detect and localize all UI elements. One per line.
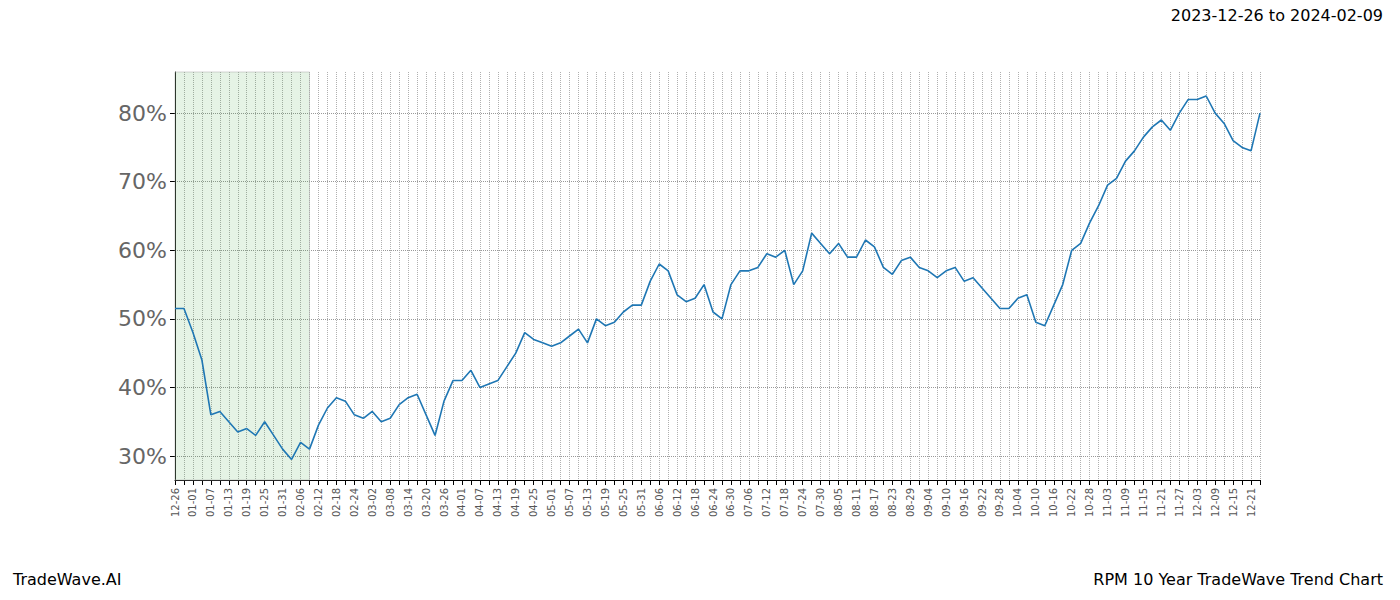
svg-text:30%: 30% <box>118 444 167 469</box>
svg-text:08-29: 08-29 <box>905 488 916 517</box>
svg-text:07-24: 07-24 <box>797 488 808 517</box>
svg-text:05-31: 05-31 <box>636 488 647 517</box>
svg-text:02-06: 02-06 <box>295 488 306 517</box>
svg-text:01-01: 01-01 <box>187 488 198 517</box>
svg-text:12-09: 12-09 <box>1210 488 1221 517</box>
svg-text:80%: 80% <box>118 101 167 126</box>
svg-text:12-21: 12-21 <box>1246 488 1257 517</box>
svg-text:60%: 60% <box>118 238 167 263</box>
svg-text:50%: 50% <box>118 306 167 331</box>
svg-text:02-12: 02-12 <box>313 488 324 517</box>
svg-text:12-15: 12-15 <box>1228 488 1239 517</box>
svg-text:05-13: 05-13 <box>582 488 593 517</box>
svg-text:07-06: 07-06 <box>743 488 754 517</box>
svg-text:11-27: 11-27 <box>1174 488 1185 517</box>
svg-text:05-07: 05-07 <box>564 488 575 517</box>
svg-text:09-04: 09-04 <box>923 488 934 517</box>
svg-text:2023-12-26 to 2024-02-09: 2023-12-26 to 2024-02-09 <box>1171 6 1383 25</box>
svg-text:RPM 10 Year TradeWave Trend Ch: RPM 10 Year TradeWave Trend Chart <box>1093 570 1383 589</box>
svg-text:03-02: 03-02 <box>367 488 378 517</box>
svg-text:10-16: 10-16 <box>1048 488 1059 517</box>
svg-text:03-08: 03-08 <box>385 488 396 517</box>
svg-text:06-24: 06-24 <box>708 488 719 517</box>
svg-text:08-23: 08-23 <box>887 488 898 517</box>
svg-text:04-01: 04-01 <box>456 488 467 517</box>
svg-text:11-09: 11-09 <box>1120 488 1131 517</box>
svg-text:07-12: 07-12 <box>761 488 772 517</box>
svg-text:05-19: 05-19 <box>600 488 611 517</box>
svg-text:05-01: 05-01 <box>546 488 557 517</box>
svg-text:01-31: 01-31 <box>277 488 288 517</box>
svg-text:06-06: 06-06 <box>654 488 665 517</box>
svg-text:70%: 70% <box>118 169 167 194</box>
svg-text:01-19: 01-19 <box>241 488 252 517</box>
svg-text:12-03: 12-03 <box>1192 488 1203 517</box>
svg-text:03-14: 03-14 <box>403 488 414 517</box>
svg-text:11-15: 11-15 <box>1138 488 1149 517</box>
svg-text:06-18: 06-18 <box>690 488 701 517</box>
svg-text:12-26: 12-26 <box>170 488 181 517</box>
svg-text:03-26: 03-26 <box>439 488 450 517</box>
svg-text:10-10: 10-10 <box>1030 488 1041 517</box>
svg-text:08-11: 08-11 <box>851 488 862 517</box>
svg-text:10-04: 10-04 <box>1012 488 1023 517</box>
svg-text:08-17: 08-17 <box>869 488 880 517</box>
svg-text:01-25: 01-25 <box>259 488 270 517</box>
svg-text:09-16: 09-16 <box>959 488 970 517</box>
svg-text:08-05: 08-05 <box>833 488 844 517</box>
svg-text:04-07: 04-07 <box>474 488 485 517</box>
svg-text:10-28: 10-28 <box>1084 488 1095 517</box>
svg-text:10-22: 10-22 <box>1066 488 1077 517</box>
svg-text:02-18: 02-18 <box>331 488 342 517</box>
svg-text:01-07: 01-07 <box>205 488 216 517</box>
svg-text:03-20: 03-20 <box>421 488 432 517</box>
svg-text:07-18: 07-18 <box>779 488 790 517</box>
svg-text:TradeWave.AI: TradeWave.AI <box>12 570 121 589</box>
svg-text:04-13: 04-13 <box>492 488 503 517</box>
svg-text:04-25: 04-25 <box>528 488 539 517</box>
svg-text:07-30: 07-30 <box>815 488 826 517</box>
svg-text:40%: 40% <box>118 375 167 400</box>
svg-text:09-28: 09-28 <box>994 488 1005 517</box>
svg-text:02-24: 02-24 <box>349 488 360 517</box>
svg-text:05-25: 05-25 <box>618 488 629 517</box>
svg-text:09-10: 09-10 <box>941 488 952 517</box>
svg-text:11-03: 11-03 <box>1102 488 1113 517</box>
svg-text:04-19: 04-19 <box>510 488 521 517</box>
svg-text:09-22: 09-22 <box>977 488 988 517</box>
svg-text:01-13: 01-13 <box>223 488 234 517</box>
svg-text:06-30: 06-30 <box>725 488 736 517</box>
svg-text:06-12: 06-12 <box>672 488 683 517</box>
svg-text:11-21: 11-21 <box>1156 488 1167 517</box>
